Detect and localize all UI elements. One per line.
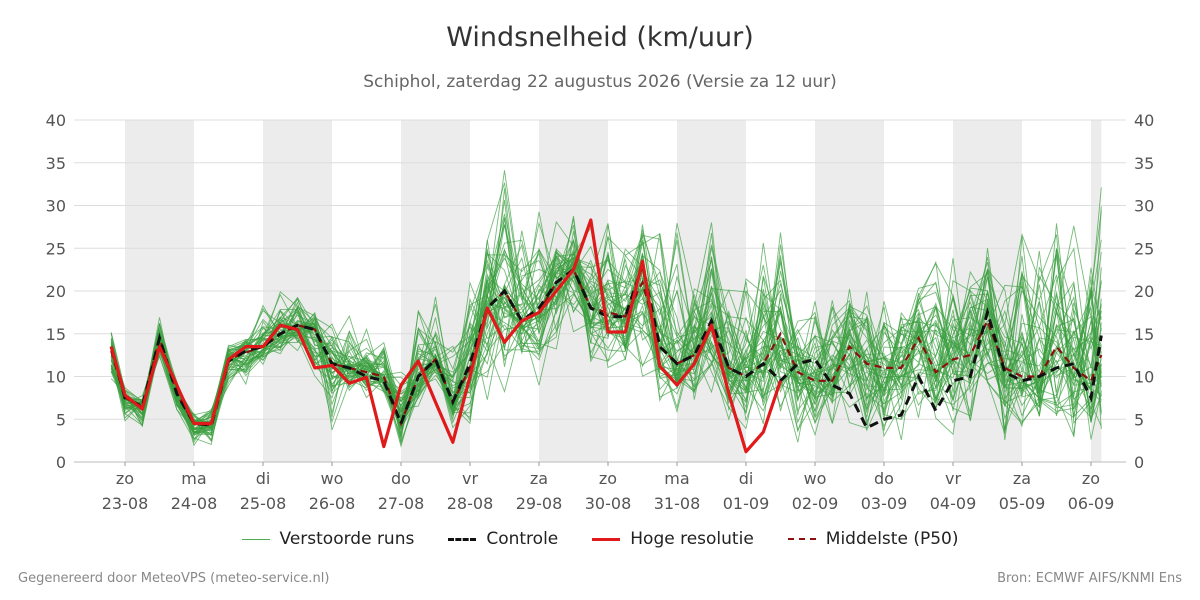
y-tick-right-20: 20	[1134, 282, 1154, 301]
legend-swatch-median	[787, 538, 816, 540]
ensemble-member-41	[110, 272, 1102, 443]
chart-subtitle: Schiphol, zaterdag 22 augustus 2026 (Ver…	[363, 72, 837, 92]
y-tick-left-35: 35	[46, 154, 66, 173]
legend-label-control: Controle	[486, 529, 559, 549]
y-tick-left-25: 25	[46, 239, 66, 258]
legend-item-hires: Hoge resolutie	[592, 529, 754, 549]
x-tick-day-2: di	[256, 469, 271, 488]
x-tick-day-0: zo	[116, 469, 134, 488]
x-tick-day-7: zo	[599, 469, 617, 488]
x-tick-day-3: wo	[321, 469, 344, 488]
y-tick-right-40: 40	[1134, 111, 1154, 130]
y-tick-right-5: 5	[1134, 410, 1144, 429]
y-tick-left-0: 0	[56, 453, 66, 472]
legend-item-median: Middelste (P50)	[787, 529, 959, 549]
x-tick-date-7: 30-08	[585, 494, 632, 513]
y-tick-right-15: 15	[1134, 325, 1154, 344]
y-tick-left-10: 10	[46, 368, 66, 387]
y-tick-right-0: 0	[1134, 453, 1144, 472]
x-tick-day-6: za	[530, 469, 548, 488]
y-tick-right-25: 25	[1134, 239, 1154, 258]
y-tick-left-15: 15	[46, 325, 66, 344]
y-tick-right-30: 30	[1134, 197, 1154, 216]
legend-label-ensemble: Verstoorde runs	[279, 529, 415, 549]
x-tick-day-14: zo	[1082, 469, 1100, 488]
legend-label-median: Middelste (P50)	[825, 529, 959, 549]
x-tick-date-6: 29-08	[516, 494, 563, 513]
x-tick-date-3: 26-08	[309, 494, 356, 513]
x-tick-day-12: vr	[945, 469, 961, 488]
y-tick-right-10: 10	[1134, 368, 1154, 387]
x-tick-day-13: za	[1013, 469, 1031, 488]
x-tick-date-4: 27-08	[378, 494, 425, 513]
y-tick-left-40: 40	[46, 111, 66, 130]
x-tick-date-14: 06-09	[1068, 494, 1115, 513]
hires-line	[109, 218, 783, 454]
ensemble-member-29	[110, 224, 1102, 438]
x-tick-date-5: 28-08	[447, 494, 494, 513]
legend-item-ensemble: Verstoorde runs	[241, 529, 415, 549]
ensemble-member-47	[110, 188, 1102, 436]
x-tick-date-1: 24-08	[171, 494, 218, 513]
ensemble-member-24	[110, 222, 1102, 441]
footer-source: Bron: ECMWF AIFS/KNMI Ens	[997, 571, 1182, 586]
x-tick-day-11: do	[874, 469, 894, 488]
control-line	[109, 259, 1103, 430]
legend-swatch-ensemble	[241, 538, 270, 540]
legend-label-hires: Hoge resolutie	[630, 529, 754, 549]
legend-item-control: Controle	[448, 529, 558, 549]
axis-labels: 0 0 5 5 10 10 15 15 20 20 25 25 30 30 35 35 40 40 zo 23-08 m…	[46, 111, 1155, 513]
x-tick-date-11: 03-09	[861, 494, 908, 513]
ensemble-member-50	[110, 252, 1102, 437]
footer-credit: Gegenereerd door MeteoVPS (meteo-service…	[18, 571, 330, 586]
x-tick-date-8: 31-08	[654, 494, 701, 513]
x-tick-day-9: di	[739, 469, 754, 488]
ensemble-member-49	[110, 218, 1102, 443]
x-tick-day-4: do	[391, 469, 411, 488]
y-tick-right-35: 35	[1134, 154, 1154, 173]
y-tick-left-20: 20	[46, 282, 66, 301]
legend-swatch-hires	[592, 537, 621, 541]
x-tick-date-2: 25-08	[240, 494, 287, 513]
ensemble-member-19	[110, 211, 1102, 437]
x-tick-day-8: ma	[664, 469, 689, 488]
main-lines	[109, 218, 1103, 454]
y-tick-left-5: 5	[56, 410, 66, 429]
x-tick-date-10: 02-09	[792, 494, 839, 513]
x-tick-date-13: 05-09	[999, 494, 1046, 513]
chart-title: Windsnelheid (km/uur)	[446, 22, 754, 53]
y-tick-left-30: 30	[46, 197, 66, 216]
x-tick-date-9: 01-09	[723, 494, 770, 513]
ensemble-member-48	[110, 239, 1102, 431]
x-tick-date-0: 23-08	[102, 494, 149, 513]
legend: Verstoorde runs Controle Hoge resolutie …	[0, 529, 1200, 549]
x-tick-day-5: vr	[462, 469, 478, 488]
x-tick-day-1: ma	[181, 469, 206, 488]
x-tick-date-12: 04-09	[930, 494, 977, 513]
legend-swatch-control	[448, 537, 477, 541]
x-tick-day-10: wo	[804, 469, 827, 488]
